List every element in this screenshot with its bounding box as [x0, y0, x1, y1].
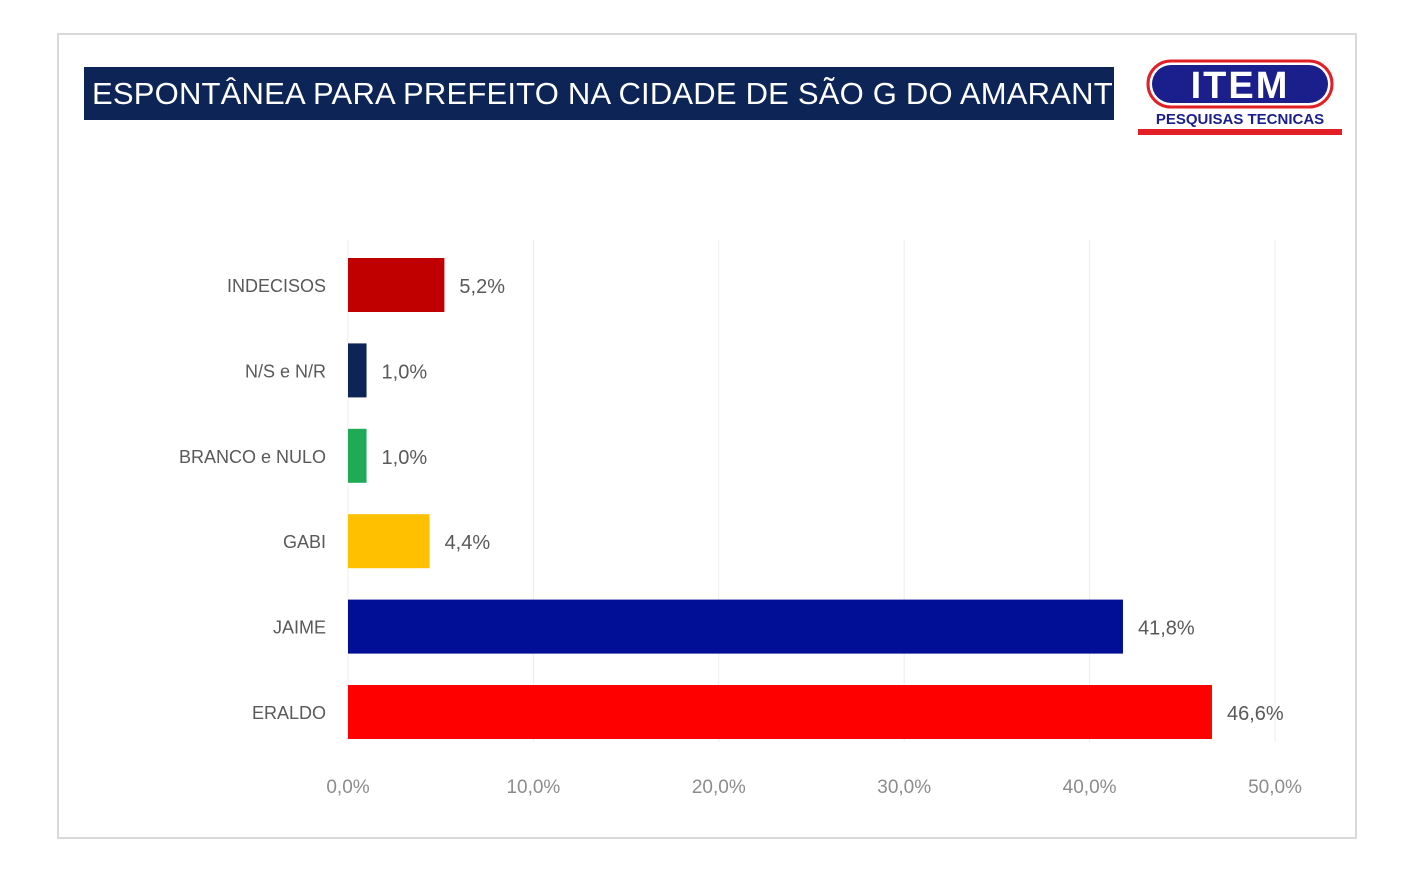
- x-tick-label: 10,0%: [506, 777, 560, 798]
- bar: [348, 685, 1212, 739]
- value-labels: 5,2% 1,0% 1,0% 4,4% 41,8% 46,6%: [382, 276, 1284, 725]
- logo-sub-text: PESQUISAS TECNICAS: [1156, 111, 1324, 128]
- value-label: 46,6%: [1227, 703, 1284, 725]
- x-tick-label: 0,0%: [326, 777, 369, 798]
- logo-fill: [1152, 65, 1328, 103]
- value-label: 1,0%: [382, 361, 428, 383]
- value-label: 41,8%: [1138, 618, 1195, 640]
- x-tick-label: 30,0%: [877, 777, 931, 798]
- x-tick-label: 50,0%: [1248, 777, 1302, 798]
- x-tick-label: 40,0%: [1063, 777, 1117, 798]
- category-label: GABI: [283, 532, 326, 552]
- bar: [348, 514, 430, 569]
- chart-title: ESPONTÂNEA PARA PREFEITO NA CIDADE DE SÃ…: [84, 67, 1134, 120]
- bars: [348, 258, 1212, 739]
- x-tick-label: 20,0%: [692, 777, 746, 798]
- bar: [348, 343, 367, 398]
- category-label: BRANCO e NULO: [179, 447, 326, 467]
- category-label: N/S e N/R: [245, 361, 326, 381]
- x-axis-tick-labels: 0,0% 10,0% 20,0% 30,0% 40,0% 50,0%: [326, 777, 1302, 798]
- bar: [348, 258, 445, 312]
- category-label: INDECISOS: [227, 276, 326, 296]
- item-logo: ITEM PESQUISAS TECNICAS: [1138, 59, 1342, 135]
- category-label: JAIME: [273, 618, 326, 638]
- category-labels: INDECISOS N/S e N/R BRANCO e NULO GABI JAIME…: [179, 276, 326, 723]
- bar: [348, 428, 367, 483]
- value-label: 1,0%: [382, 447, 428, 469]
- bar: [348, 599, 1123, 654]
- value-label: 4,4%: [445, 532, 491, 554]
- logo-underline: [1138, 129, 1342, 135]
- logo-main-text: ITEM: [1191, 65, 1290, 107]
- value-label: 5,2%: [459, 276, 505, 298]
- grid-lines: [347, 240, 1276, 742]
- category-label: ERALDO: [252, 703, 326, 723]
